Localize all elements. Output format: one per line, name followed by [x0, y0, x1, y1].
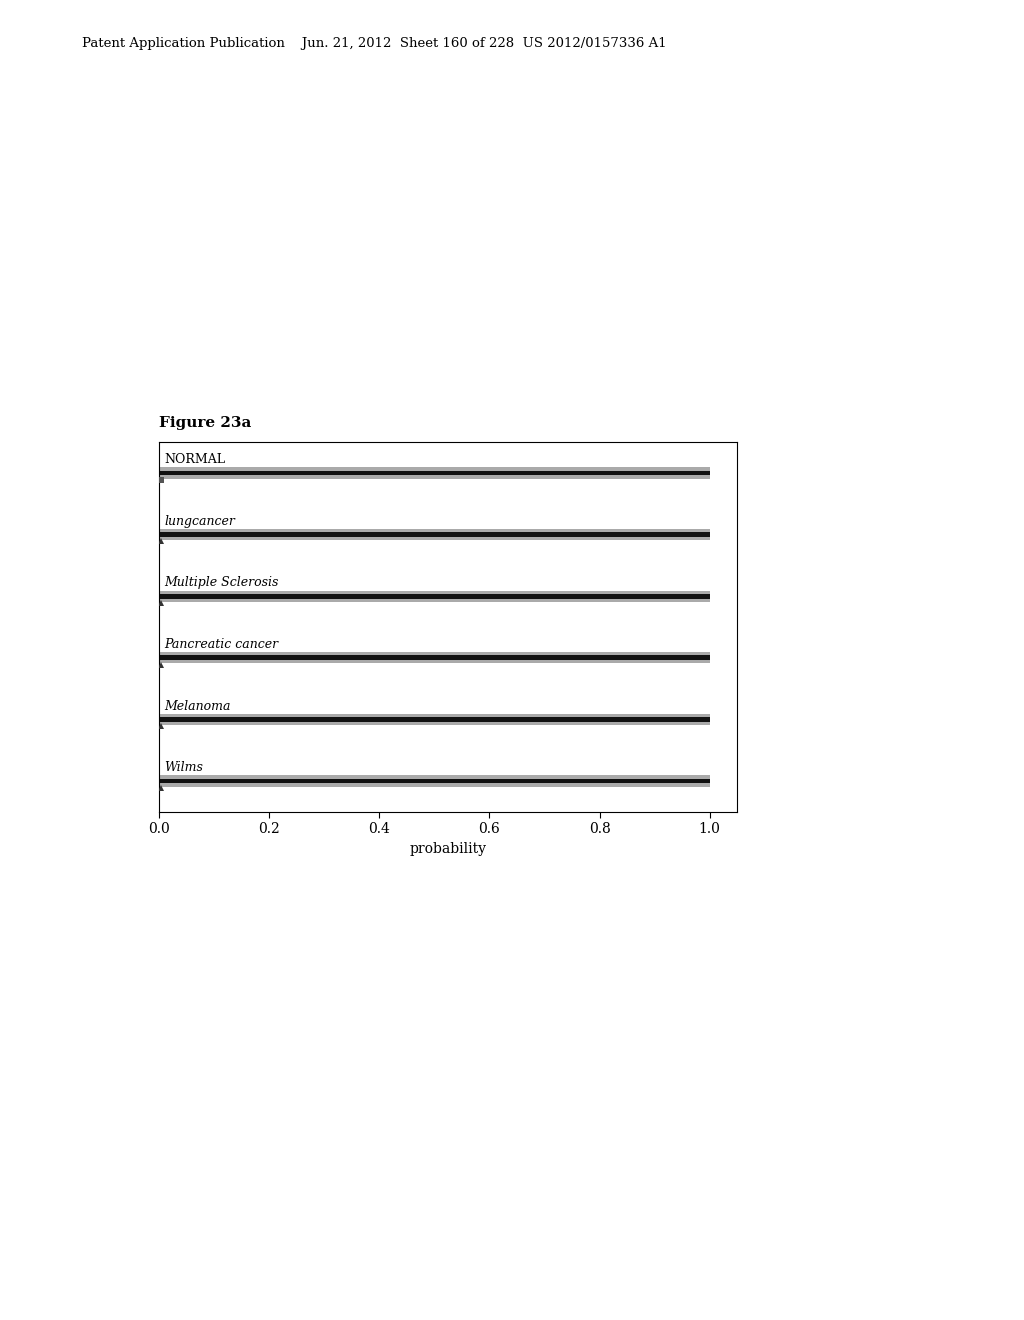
Bar — [159, 775, 710, 787]
Bar — [159, 532, 710, 537]
Bar — [159, 779, 710, 784]
Bar — [159, 655, 710, 660]
Bar — [159, 467, 710, 479]
Bar — [159, 717, 710, 722]
Text: lungcancer: lungcancer — [164, 515, 236, 528]
Bar — [159, 590, 710, 602]
Text: NORMAL: NORMAL — [164, 453, 225, 466]
Bar — [159, 470, 710, 475]
Bar — [159, 652, 710, 664]
Bar — [159, 594, 710, 599]
Text: Figure 23a: Figure 23a — [159, 416, 251, 430]
Bar — [159, 714, 710, 725]
Bar — [159, 529, 710, 540]
Text: Pancreatic cancer: Pancreatic cancer — [164, 638, 279, 651]
Text: Multiple Sclerosis: Multiple Sclerosis — [164, 577, 279, 590]
Text: Patent Application Publication    Jun. 21, 2012  Sheet 160 of 228  US 2012/01573: Patent Application Publication Jun. 21, … — [82, 37, 667, 50]
Text: Wilms: Wilms — [164, 762, 203, 775]
X-axis label: probability: probability — [410, 842, 486, 855]
Text: Melanoma: Melanoma — [164, 700, 230, 713]
